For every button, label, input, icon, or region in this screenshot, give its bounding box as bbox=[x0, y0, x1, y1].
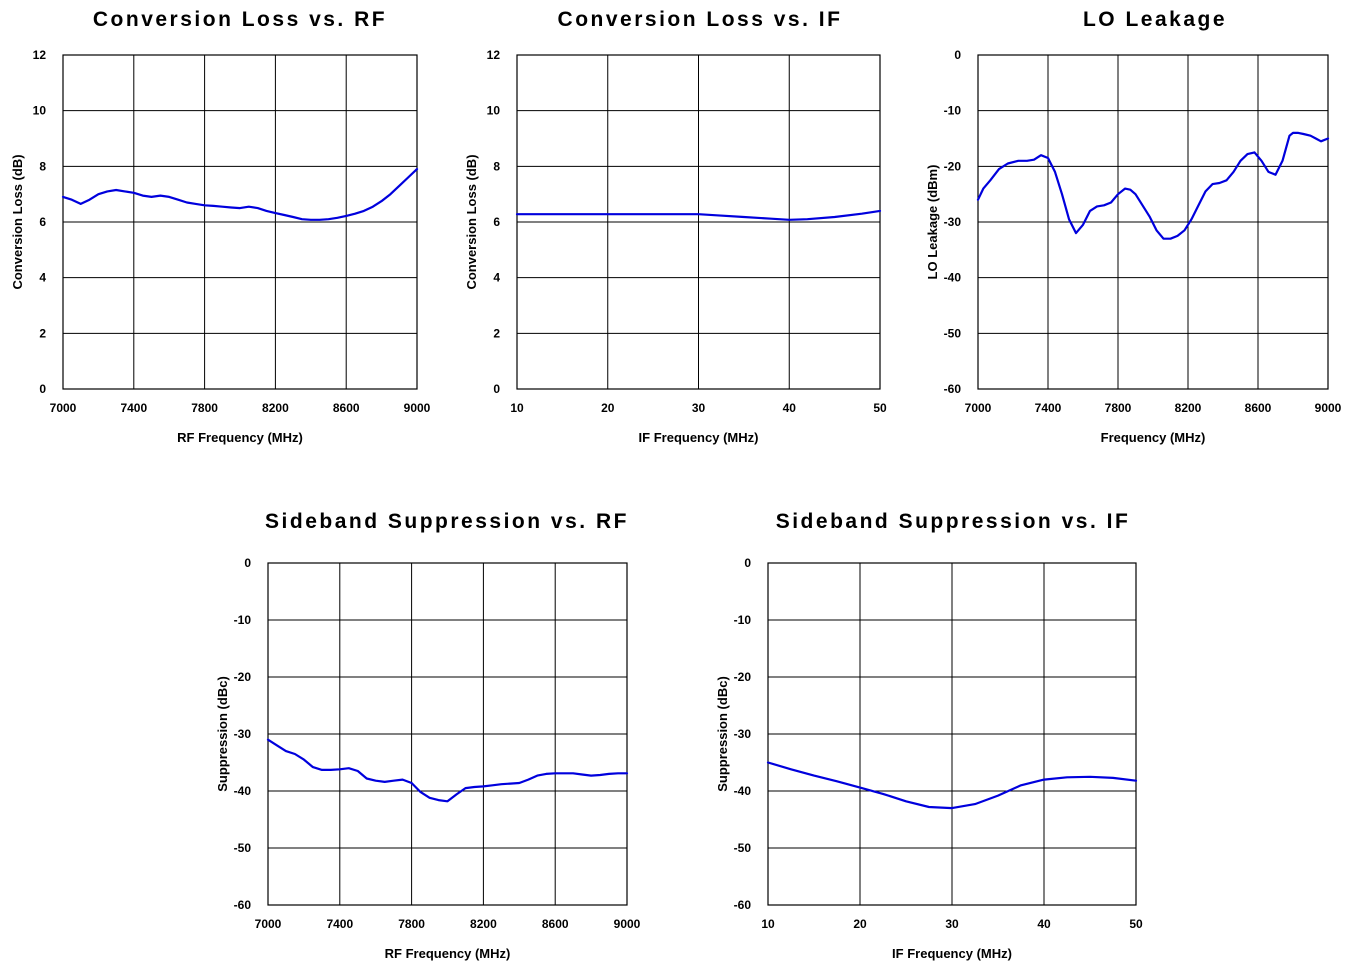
y-tick-label: -30 bbox=[234, 727, 252, 741]
chart-title: Conversion Loss vs. RF bbox=[93, 8, 387, 31]
chart-sideband-suppression-vs-rf: Sideband Suppression vs. RF 7000 7400 7800 8… bbox=[215, 510, 641, 961]
y-tick-label: 0 bbox=[744, 556, 751, 570]
x-tick-label: 40 bbox=[783, 401, 797, 415]
y-tick-label: -30 bbox=[734, 727, 752, 741]
series-line bbox=[766, 761, 1138, 810]
x-tick-label: 8200 bbox=[470, 917, 497, 931]
x-tick-label: 10 bbox=[761, 917, 775, 931]
x-tick-label: 8600 bbox=[1245, 401, 1272, 415]
y-tick-label: 8 bbox=[39, 159, 46, 173]
x-axis-label: IF Frequency (MHz) bbox=[892, 946, 1012, 961]
chart-title: Sideband Suppression vs. RF bbox=[265, 510, 629, 533]
y-tick-label: 10 bbox=[487, 104, 501, 118]
series-line bbox=[976, 131, 1330, 240]
x-tick-label: 7000 bbox=[50, 401, 77, 415]
chart-title: Conversion Loss vs. IF bbox=[558, 8, 843, 31]
y-axis-label: LO Leakage (dBm) bbox=[925, 165, 940, 280]
series-line bbox=[61, 168, 419, 221]
x-tick-label: 40 bbox=[1037, 917, 1051, 931]
y-tick-label: -30 bbox=[944, 215, 962, 229]
x-axis-label: RF Frequency (MHz) bbox=[177, 430, 303, 445]
x-tick-label: 9000 bbox=[614, 917, 641, 931]
series-line bbox=[515, 209, 882, 221]
plot-frame bbox=[977, 54, 1329, 390]
y-tick-label: -10 bbox=[734, 613, 752, 627]
series-line bbox=[266, 738, 629, 803]
x-tick-label: 10 bbox=[510, 401, 524, 415]
y-tick-label: -20 bbox=[234, 670, 252, 684]
plot-frame bbox=[767, 562, 1137, 906]
y-tick-label: 12 bbox=[487, 48, 501, 62]
x-tick-label: 30 bbox=[692, 401, 706, 415]
y-tick-label: 10 bbox=[33, 104, 47, 118]
y-tick-label: -50 bbox=[234, 841, 252, 855]
y-tick-label: -20 bbox=[944, 159, 962, 173]
y-tick-label: 8 bbox=[493, 159, 500, 173]
y-tick-label: 6 bbox=[39, 215, 46, 229]
chart-conversion-loss-vs-if: Conversion Loss vs. IF 10 20 30 40 50 0 2 4 6 8 10 1… bbox=[464, 8, 887, 445]
plot-frame bbox=[62, 54, 418, 390]
y-tick-label: -60 bbox=[234, 898, 252, 912]
x-tick-label: 7400 bbox=[326, 917, 353, 931]
y-axis-label: Suppression (dBc) bbox=[715, 676, 730, 792]
y-axis-label: Conversion Loss (dB) bbox=[10, 154, 25, 289]
x-tick-label: 7800 bbox=[1105, 401, 1132, 415]
x-tick-label: 7000 bbox=[965, 401, 992, 415]
x-tick-label: 8600 bbox=[333, 401, 360, 415]
y-tick-label: 2 bbox=[39, 326, 46, 340]
x-axis-label: RF Frequency (MHz) bbox=[385, 946, 511, 961]
x-tick-label: 7000 bbox=[255, 917, 282, 931]
y-tick-label: -40 bbox=[234, 784, 252, 798]
x-tick-label: 30 bbox=[945, 917, 959, 931]
y-tick-label: 0 bbox=[493, 382, 500, 396]
x-tick-label: 20 bbox=[601, 401, 615, 415]
x-tick-label: 20 bbox=[853, 917, 867, 931]
y-tick-label: 0 bbox=[244, 556, 251, 570]
x-tick-label: 7400 bbox=[1035, 401, 1062, 415]
y-tick-label: -40 bbox=[734, 784, 752, 798]
y-tick-label: -10 bbox=[944, 104, 962, 118]
y-tick-label: 0 bbox=[39, 382, 46, 396]
chart-sideband-suppression-vs-if: Sideband Suppression vs. IF 10 20 30 40 50 -60… bbox=[715, 510, 1143, 961]
y-tick-label: 2 bbox=[493, 326, 500, 340]
y-tick-label: -50 bbox=[734, 841, 752, 855]
x-tick-label: 7800 bbox=[191, 401, 218, 415]
y-tick-label: 4 bbox=[39, 271, 46, 285]
y-tick-label: -40 bbox=[944, 271, 962, 285]
y-axis-label: Suppression (dBc) bbox=[215, 676, 230, 792]
x-tick-label: 50 bbox=[1129, 917, 1143, 931]
chart-title: Sideband Suppression vs. IF bbox=[776, 510, 1131, 533]
y-tick-label: -60 bbox=[734, 898, 752, 912]
y-tick-label: 6 bbox=[493, 215, 500, 229]
x-tick-label: 7800 bbox=[398, 917, 425, 931]
x-tick-label: 9000 bbox=[404, 401, 431, 415]
y-axis-label: Conversion Loss (dB) bbox=[464, 154, 479, 289]
plot-frame bbox=[516, 54, 881, 390]
y-tick-label: -60 bbox=[944, 382, 962, 396]
x-tick-label: 8200 bbox=[262, 401, 289, 415]
x-axis-label: IF Frequency (MHz) bbox=[639, 430, 759, 445]
x-tick-label: 7400 bbox=[120, 401, 147, 415]
chart-lo-leakage: LO Leakage 7000 7400 7800 8200 8600 9000 -60 -50… bbox=[925, 8, 1342, 445]
y-tick-label: -10 bbox=[234, 613, 252, 627]
chart-title: LO Leakage bbox=[1083, 8, 1227, 31]
plot-frame bbox=[267, 562, 628, 906]
y-tick-label: -20 bbox=[734, 670, 752, 684]
y-tick-label: 12 bbox=[33, 48, 47, 62]
x-tick-label: 50 bbox=[873, 401, 887, 415]
y-tick-label: 4 bbox=[493, 271, 500, 285]
x-tick-label: 8600 bbox=[542, 917, 569, 931]
x-axis-label: Frequency (MHz) bbox=[1101, 430, 1206, 445]
x-tick-label: 9000 bbox=[1315, 401, 1342, 415]
x-tick-label: 8200 bbox=[1175, 401, 1202, 415]
y-tick-label: 0 bbox=[954, 48, 961, 62]
y-tick-label: -50 bbox=[944, 326, 962, 340]
